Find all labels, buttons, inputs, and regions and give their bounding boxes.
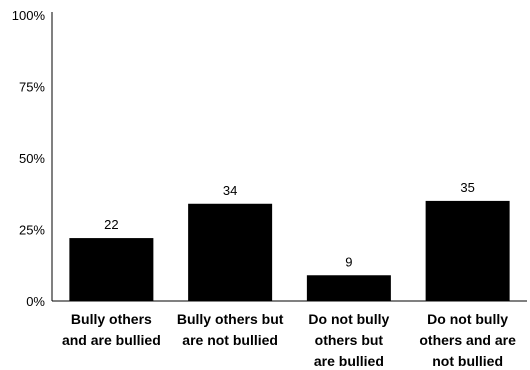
x-category-label-line: Bully others <box>71 311 152 327</box>
x-category-label: Bully others and are bullied <box>62 311 161 348</box>
x-category-label-line: Do not bully <box>427 311 508 327</box>
x-category-label-line: Do not bully <box>308 311 389 327</box>
x-category-label-line: others and are <box>419 332 516 348</box>
x-category-label-line: and are bullied <box>62 332 161 348</box>
data-label: 9 <box>345 254 352 269</box>
y-tick-label: 50% <box>19 151 45 166</box>
bar <box>306 275 391 301</box>
x-category-label: Do not bully others and are not bullied <box>419 311 516 369</box>
data-label: 35 <box>460 180 474 195</box>
bar <box>69 238 154 301</box>
x-category-label-line: others but <box>315 332 384 348</box>
x-category-label-line: are bullied <box>314 353 384 369</box>
x-axis-labels: Bully others and are bullied Bully others … <box>62 311 516 369</box>
y-axis-ticks: 0% 25% 50% 75% 100% <box>12 8 46 309</box>
data-label: 22 <box>104 217 118 232</box>
y-tick-label: 100% <box>12 8 46 23</box>
y-tick-label: 25% <box>19 223 45 238</box>
x-category-label-line: are not bullied <box>182 332 278 348</box>
y-tick-label: 0% <box>26 294 45 309</box>
x-category-label: Do not bully others but are bullied <box>308 311 389 369</box>
x-category-label-line: not bullied <box>432 353 503 369</box>
bar <box>425 200 510 301</box>
bars <box>69 200 510 301</box>
x-category-label-line: Bully others but <box>177 311 284 327</box>
bar <box>188 203 273 301</box>
data-labels: 22 34 9 35 <box>104 180 475 269</box>
x-category-label: Bully others but are not bullied <box>177 311 284 348</box>
data-label: 34 <box>223 183 237 198</box>
y-tick-label: 75% <box>19 80 45 95</box>
